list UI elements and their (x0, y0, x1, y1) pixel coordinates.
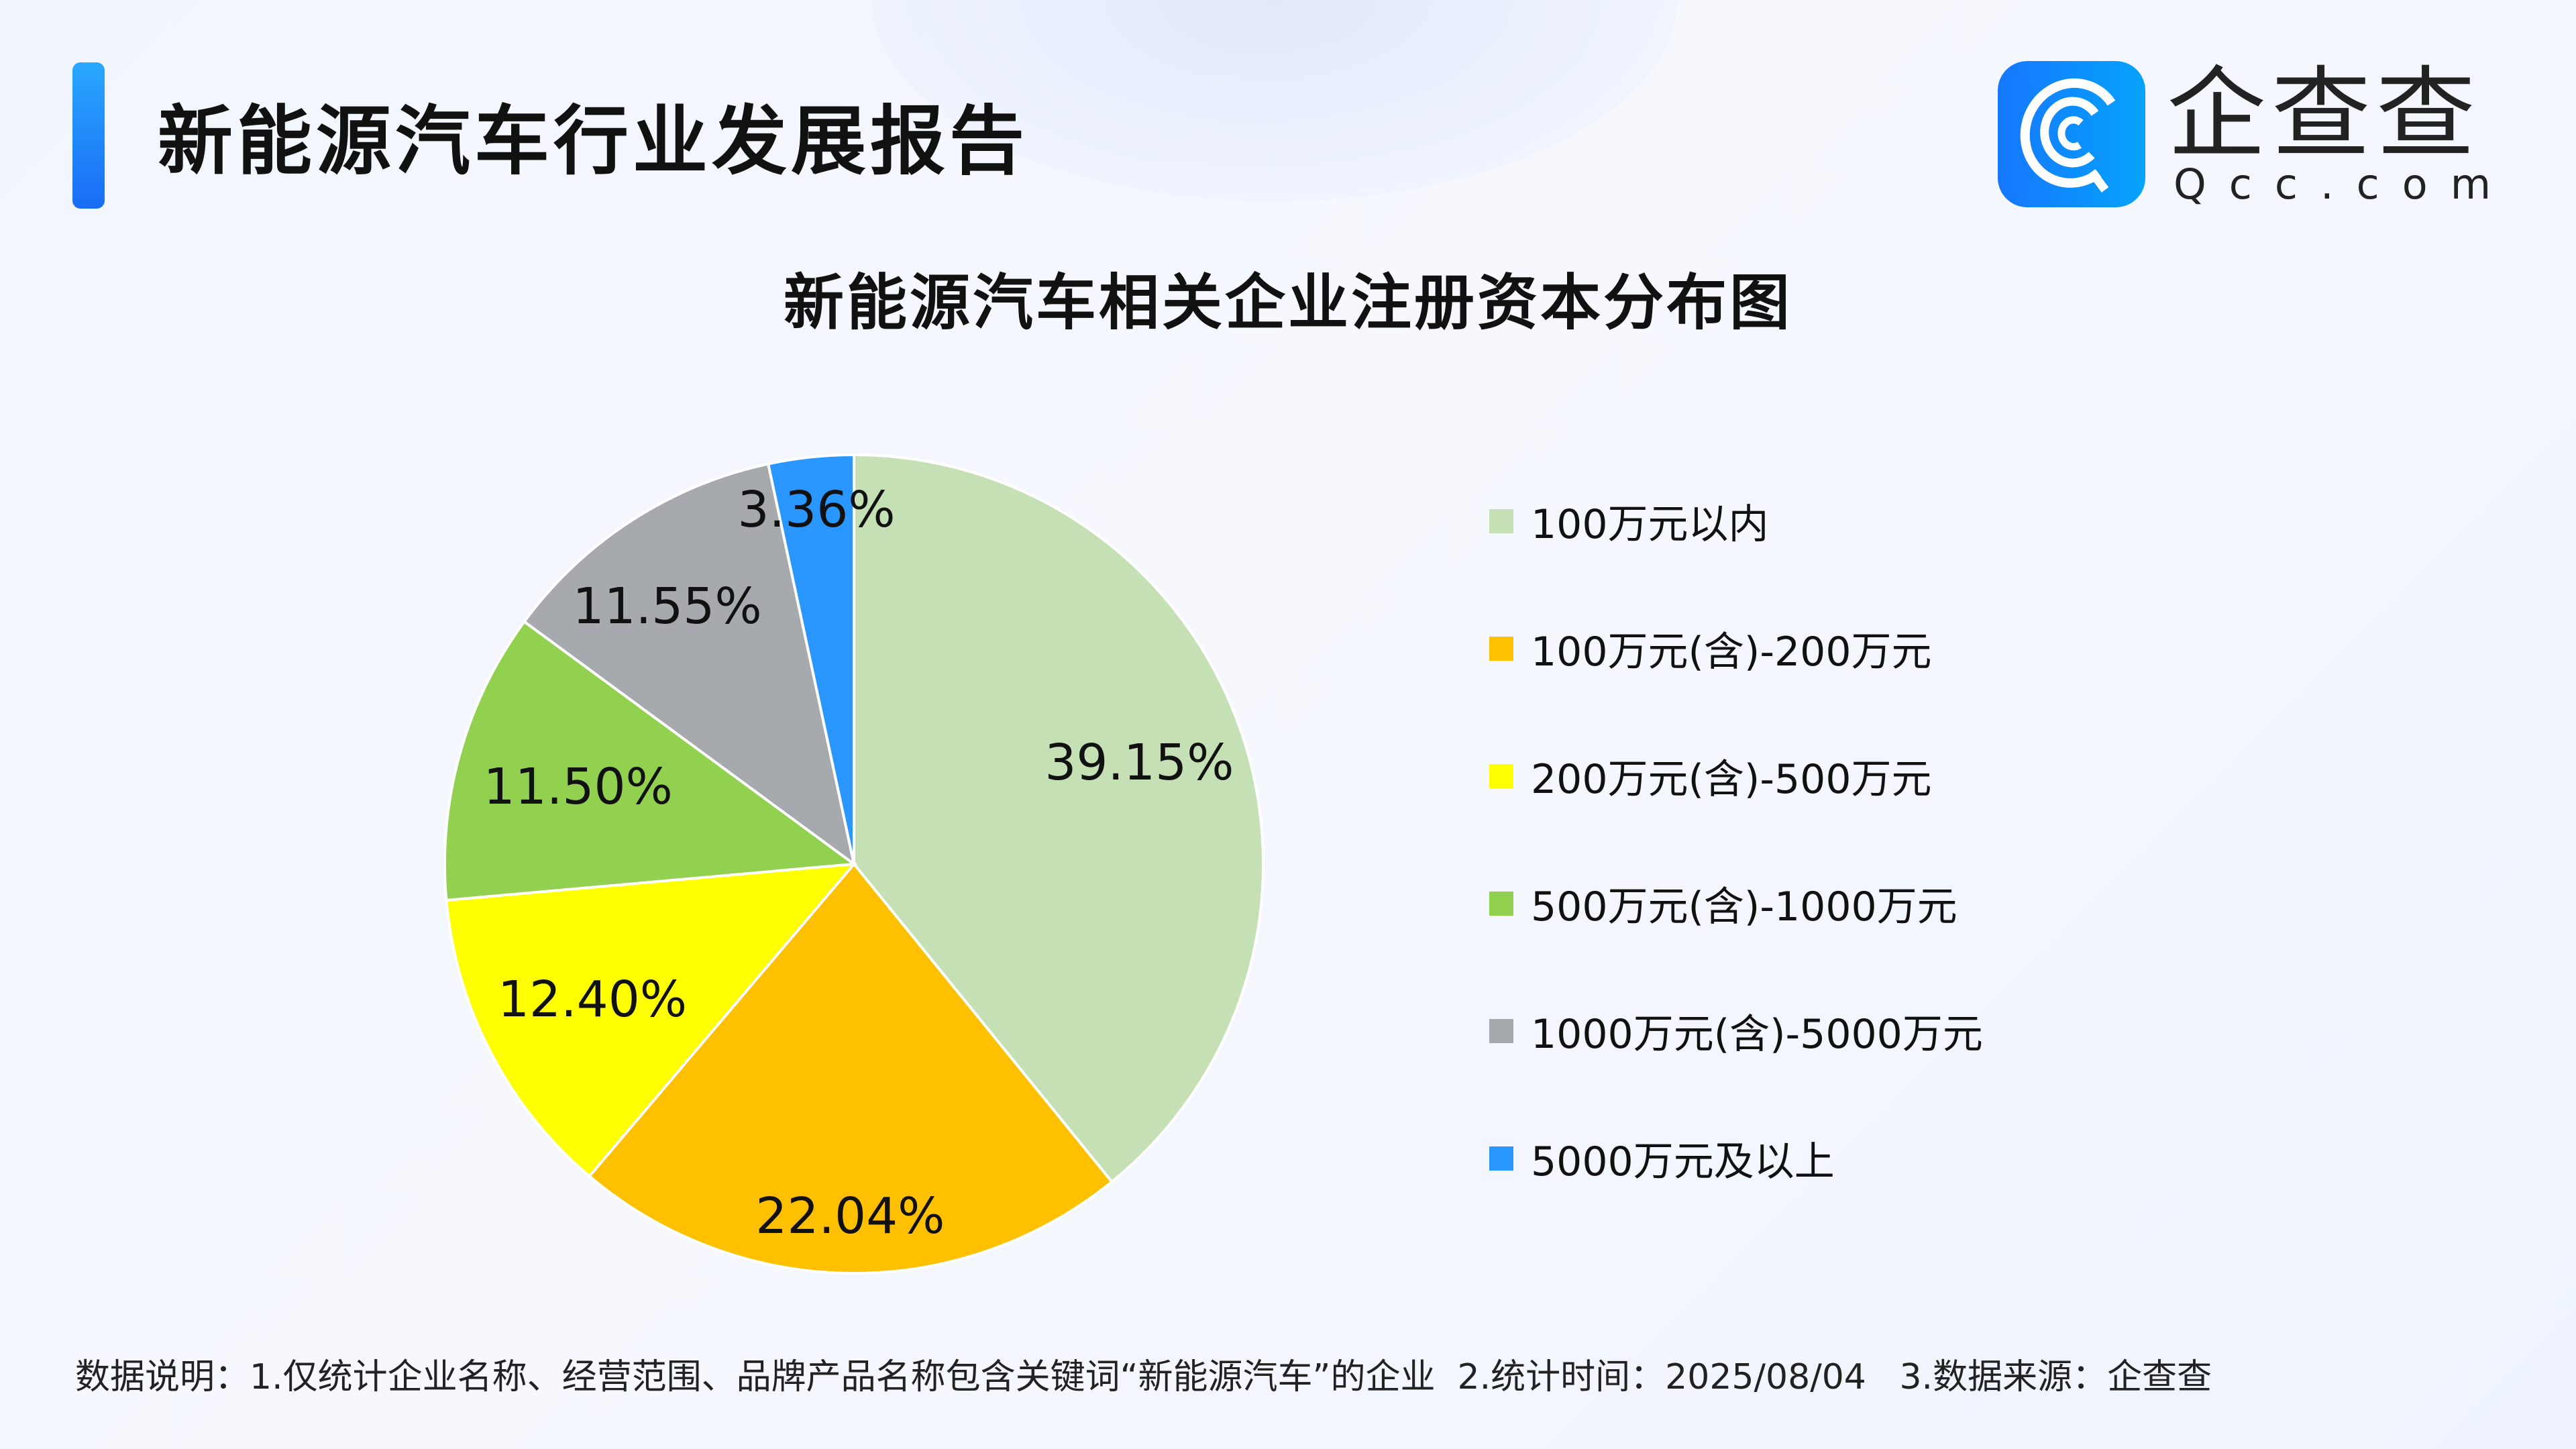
legend-swatch (1489, 508, 1513, 533)
legend-item: 500万元(含)-1000万元 (1489, 874, 1957, 932)
pie-slice (443, 619, 858, 902)
report-title: 新能源汽车行业发展报告 (158, 98, 1028, 185)
pie-slice (766, 453, 855, 865)
logo-domain: Qcc.com (2174, 160, 2514, 209)
pie-slice (522, 462, 857, 867)
legend-item: 100万元以内 (1489, 492, 1769, 550)
pie-slice (445, 862, 857, 1179)
legend-item: 100万元(含)-200万元 (1489, 619, 1932, 678)
legend-swatch (1489, 891, 1513, 916)
legend-item: 200万元(含)-500万元 (1489, 747, 1932, 805)
legend-label: 500万元(含)-1000万元 (1531, 883, 1957, 930)
legend-swatch (1489, 1146, 1513, 1171)
slice-data-label: 11.50% (483, 757, 673, 816)
legend-swatch (1489, 763, 1513, 788)
slice-data-label: 11.55% (572, 577, 762, 635)
legend-label: 100万元以内 (1531, 501, 1769, 548)
legend-label: 1000万元(含)-5000万元 (1531, 1011, 1983, 1058)
slice-data-label: 22.04% (755, 1187, 945, 1245)
chart-title: 新能源汽车相关企业注册资本分布图 (784, 268, 1792, 338)
legend-swatch (1489, 636, 1513, 661)
pie-slice (853, 453, 1265, 1184)
slice-data-label: 39.15% (1044, 734, 1234, 792)
data-note: 数据说明：1.仅统计企业名称、经营范围、品牌产品名称包含关键词“新能源汽车”的企… (75, 1357, 2212, 1397)
legend-label: 200万元(含)-500万元 (1531, 756, 1932, 803)
pie-slice (587, 861, 1114, 1275)
legend-label: 100万元(含)-200万元 (1531, 629, 1932, 676)
legend-item: 5000万元及以上 (1489, 1129, 1835, 1187)
title-accent-bar (72, 62, 105, 209)
slice-data-label: 3.36% (737, 481, 896, 539)
slice-data-label: 12.40% (497, 971, 688, 1029)
logo-wordmark: 企查查 (2167, 56, 2481, 172)
qcc-logo-icon (1998, 61, 2145, 207)
legend-label: 5000万元及以上 (1531, 1138, 1835, 1185)
legend-swatch (1489, 1018, 1513, 1043)
legend-item: 1000万元(含)-5000万元 (1489, 1002, 1983, 1060)
